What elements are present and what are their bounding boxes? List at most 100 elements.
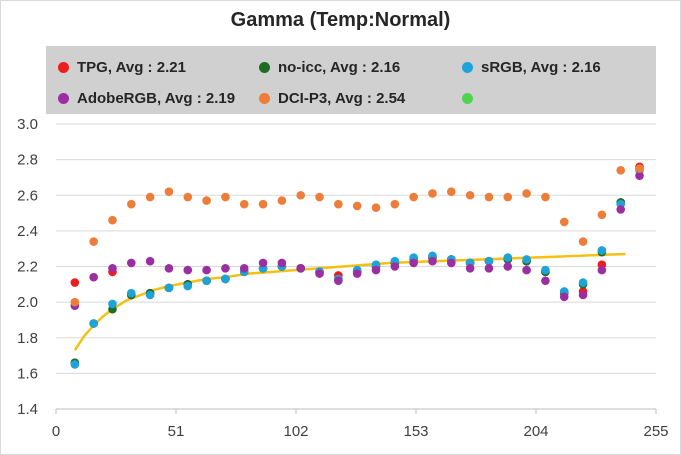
chart-legend: TPG, Avg : 2.21 no-icc, Avg : 2.16 sRGB,… (46, 46, 656, 114)
y-tick-label: 1.4 (17, 401, 38, 418)
point-adobergb (258, 258, 268, 268)
point-dci-p3 (635, 164, 644, 173)
legend-marker-unnamed (462, 93, 473, 104)
point-adobergb (465, 263, 475, 273)
point-adobergb (597, 265, 607, 275)
point-dci-p3 (70, 297, 80, 307)
point-dci-p3 (484, 192, 494, 202)
point-dci-p3 (277, 196, 287, 205)
point-adobergb (484, 263, 494, 273)
point-dci-p3 (334, 199, 343, 209)
x-tick-label: 102 (283, 423, 308, 440)
point-dci-p3 (390, 199, 400, 209)
series-tpg (70, 162, 644, 328)
point-dci-p3 (258, 199, 268, 209)
y-tick-label: 2.8 (17, 152, 38, 169)
point-adobergb (164, 263, 174, 273)
x-axis-ticks: 0 51 102 153 204 255 (52, 409, 669, 440)
point-adobergb (108, 263, 117, 273)
point-srgb (484, 256, 494, 266)
legend-marker-no-icc (259, 62, 270, 73)
point-srgb (108, 299, 117, 309)
legend-entry-srgb: sRGB, Avg : 2.16 (462, 59, 601, 76)
point-dci-p3 (371, 203, 381, 213)
point-srgb (70, 360, 80, 369)
point-srgb (541, 265, 550, 275)
point-adobergb (352, 269, 362, 278)
y-tick-label: 3.0 (17, 116, 38, 133)
y-axis-ticks: 1.4 1.6 1.8 2.0 2.2 2.4 2.6 2.8 3.0 (17, 116, 38, 418)
point-adobergb (616, 205, 626, 214)
x-tick-label: 153 (403, 423, 428, 440)
point-adobergb (578, 290, 588, 300)
point-adobergb (503, 262, 513, 271)
point-dci-p3 (522, 189, 531, 198)
legend-entry-unnamed (462, 90, 481, 107)
point-adobergb (239, 263, 249, 273)
point-dci-p3 (503, 192, 513, 202)
point-adobergb (409, 258, 418, 268)
data-points (70, 162, 644, 369)
y-tick-label: 2.4 (17, 223, 38, 240)
point-srgb (597, 246, 607, 255)
point-dci-p3 (145, 192, 155, 202)
legend-entry-tpg: TPG, Avg : 2.21 (58, 59, 186, 76)
point-adobergb (334, 276, 343, 286)
point-srgb (522, 255, 531, 264)
point-dci-p3 (202, 196, 211, 205)
legend-label-dci-p3: DCI-P3, Avg : 2.54 (278, 90, 406, 107)
point-dci-p3 (315, 192, 324, 202)
x-tick-label: 204 (523, 423, 548, 440)
point-srgb (202, 276, 211, 286)
point-adobergb (126, 258, 136, 268)
point-srgb (183, 281, 193, 291)
point-dci-p3 (559, 217, 569, 227)
reference-curve (73, 252, 626, 351)
legend-entry-dci-p3: DCI-P3, Avg : 2.54 (259, 90, 405, 107)
point-dci-p3 (541, 192, 550, 202)
point-dci-p3 (428, 189, 437, 198)
legend-marker-srgb (462, 62, 473, 73)
gridlines (56, 123, 656, 410)
x-tick-label: 51 (168, 423, 185, 440)
point-srgb (126, 288, 136, 298)
point-adobergb (635, 171, 644, 180)
point-adobergb (559, 292, 569, 302)
chart-title: Gamma (Temp:Normal) (230, 9, 451, 31)
series-adobergb (70, 171, 644, 310)
point-adobergb (428, 256, 437, 266)
point-adobergb (296, 263, 306, 273)
x-tick-label: 255 (643, 423, 668, 440)
point-dci-p3 (597, 210, 607, 220)
point-srgb (221, 274, 230, 284)
point-dci-p3 (183, 192, 193, 202)
point-adobergb (315, 269, 324, 278)
point-adobergb (390, 262, 400, 271)
point-adobergb (446, 258, 456, 268)
point-dci-p3 (239, 199, 249, 209)
y-tick-label: 2.6 (17, 187, 38, 204)
legend-marker-tpg (58, 62, 69, 73)
point-adobergb (522, 265, 531, 275)
y-tick-label: 1.6 (17, 365, 38, 382)
series-dci-p3 (70, 164, 644, 307)
point-adobergb (221, 263, 230, 273)
point-dci-p3 (108, 215, 117, 225)
y-tick-label: 2.2 (17, 259, 38, 276)
point-srgb (503, 253, 513, 262)
point-dci-p3 (465, 190, 475, 200)
point-dci-p3 (296, 190, 306, 200)
point-dci-p3 (409, 192, 418, 202)
legend-entry-no-icc: no-icc, Avg : 2.16 (259, 59, 400, 76)
legend-marker-dci-p3 (259, 93, 270, 104)
point-srgb (145, 290, 155, 300)
reference-curve-layer (73, 252, 626, 351)
point-adobergb (183, 265, 193, 275)
point-dci-p3 (352, 201, 362, 211)
point-dci-p3 (446, 187, 456, 196)
x-tick-label: 0 (52, 423, 60, 440)
point-srgb (578, 278, 588, 287)
point-dci-p3 (578, 237, 588, 246)
legend-label-srgb: sRGB, Avg : 2.16 (481, 59, 601, 76)
